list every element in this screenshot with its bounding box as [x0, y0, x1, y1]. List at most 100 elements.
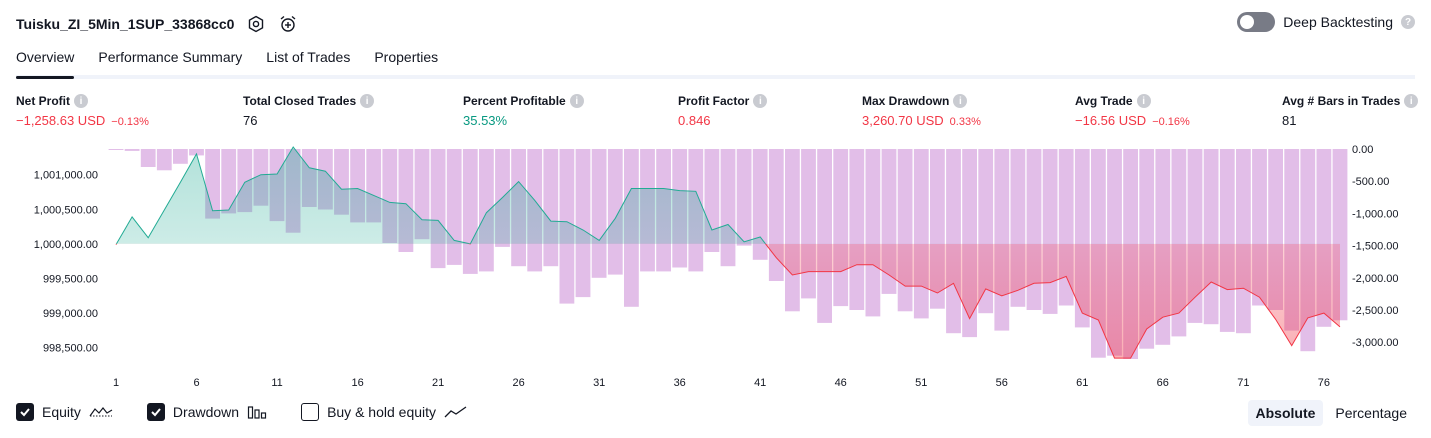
drawdown-bar	[865, 149, 881, 317]
buy-hold-checkbox[interactable]	[301, 403, 320, 421]
metric-value: 35.53%	[463, 113, 508, 128]
drawdown-bar	[543, 149, 559, 267]
metric-value: 81	[1282, 113, 1297, 128]
info-icon[interactable]: i	[1404, 94, 1419, 108]
x-axis-tick-label: 61	[1076, 377, 1088, 389]
tab-properties[interactable]: Properties	[374, 49, 439, 65]
x-axis-tick-label: 56	[996, 377, 1008, 389]
metric-avg-bars-in-trades: Avg # Bars in Trades i 81	[1282, 93, 1419, 128]
tab-overview[interactable]: Overview	[16, 44, 75, 79]
equity-area-loss	[116, 243, 1340, 359]
x-axis-tick-label: 26	[512, 377, 524, 389]
x-axis-tick-label: 31	[593, 377, 605, 389]
equity-series	[115, 146, 1341, 359]
metric-percent-profitable: Percent Profitable i 35.53%	[463, 93, 584, 128]
info-icon[interactable]: i	[74, 94, 88, 108]
drawdown-bar	[430, 149, 446, 269]
metric-percent: 0.33%	[949, 116, 981, 128]
drawdown-bar	[462, 149, 478, 274]
equity-drawdown-chart[interactable]: 998,500.00 999,000.00 999,500.00 1,000,000.…	[0, 140, 1431, 395]
x-axis-tick-label: 36	[674, 377, 686, 389]
x-axis-tick-label: 76	[1318, 377, 1330, 389]
legend-equity-label: Equity	[42, 404, 81, 420]
drawdown-bar	[173, 149, 188, 164]
drawdown-bar	[752, 149, 768, 260]
drawdown-checkbox[interactable]	[146, 403, 165, 421]
x-axis-tick-label: 66	[1157, 377, 1169, 389]
strategy-header: Tuisku_ZI_5Min_1SUP_33868cc0	[16, 12, 298, 36]
metric-avg-trade: Avg Trade i −16.56 USD −0.16%	[1075, 93, 1190, 128]
metric-label: Max Drawdown	[862, 94, 950, 108]
metric-value: −16.56 USD	[1075, 113, 1147, 128]
add-alert-icon[interactable]	[278, 14, 298, 34]
legend-buy-hold-equity[interactable]: Buy & hold equity	[301, 403, 468, 421]
drawdown-bar	[189, 149, 204, 156]
drawdown-bar	[575, 149, 591, 298]
tab-list-of-trades[interactable]: List of Trades	[266, 49, 351, 65]
metric-label: Profit Factor	[678, 94, 750, 108]
drawdown-bar	[720, 149, 736, 267]
drawdown-bar	[833, 149, 849, 307]
left-axis-tick-label: 1,000,000.00	[34, 239, 98, 251]
left-axis: 998,500.00 999,000.00 999,500.00 1,000,000.…	[34, 170, 98, 355]
settings-icon[interactable]	[246, 14, 266, 34]
metric-label: Net Profit	[16, 94, 70, 108]
equity-checkbox[interactable]	[16, 403, 34, 421]
metric-percent: −0.13%	[111, 116, 149, 128]
drawdown-bar	[1236, 149, 1251, 334]
info-icon[interactable]: i	[360, 94, 375, 108]
drawdown-bar	[1042, 149, 1058, 314]
equity-line-icon	[89, 407, 113, 417]
drawdown-bar	[140, 149, 156, 167]
right-axis-tick-label: -3,000.00	[1352, 337, 1398, 349]
drawdown-bar	[156, 149, 172, 171]
metric-label: Total Closed Trades	[243, 94, 357, 108]
equity-line-loss	[115, 243, 1341, 359]
help-icon[interactable]: ?	[1401, 15, 1415, 29]
drawdown-bar	[817, 149, 832, 323]
drawdown-bar	[849, 149, 865, 310]
x-axis-tick-label: 51	[915, 377, 927, 389]
info-icon[interactable]: i	[753, 94, 768, 108]
right-axis-tick-label: -500.00	[1352, 176, 1389, 188]
absolute-button[interactable]: Absolute	[1247, 400, 1324, 426]
info-icon[interactable]: i	[953, 94, 968, 108]
drawdown-bar	[801, 149, 816, 299]
display-mode-switch: Absolute Percentage	[1247, 400, 1416, 426]
buy-hold-line-icon	[444, 406, 467, 418]
metric-max-drawdown: Max Drawdown i 3,260.70 USD 0.33%	[862, 93, 981, 128]
strategy-name: Tuisku_ZI_5Min_1SUP_33868cc0	[16, 16, 235, 32]
x-axis-tick-label: 21	[432, 377, 444, 389]
percentage-button[interactable]: Percentage	[1335, 405, 1407, 421]
metric-label: Avg # Bars in Trades	[1282, 94, 1401, 108]
right-axis-tick-label: -2,500.00	[1352, 305, 1398, 317]
metric-net-profit: Net Profit i −1,258.63 USD −0.13%	[16, 93, 149, 128]
x-axis-tick-label: 11	[271, 377, 282, 389]
x-axis: 1 6 11 16 21 26 31 36 41 46 51 56 61 66 71 76	[113, 377, 1330, 389]
info-icon[interactable]: i	[569, 94, 584, 108]
tab-performance-summary[interactable]: Performance Summary	[98, 49, 243, 65]
legend-equity[interactable]: Equity	[16, 403, 113, 421]
drawdown-bar	[591, 149, 607, 278]
drawdown-bar	[946, 149, 961, 334]
right-axis-tick-label: -1,500.00	[1352, 241, 1398, 253]
deep-backtesting: Deep Backtesting ?	[1237, 12, 1415, 32]
legend-drawdown[interactable]: Drawdown	[146, 403, 267, 421]
right-axis-tick-label: -1,000.00	[1352, 208, 1398, 220]
info-icon[interactable]: i	[1136, 94, 1151, 108]
deep-backtesting-toggle[interactable]	[1237, 12, 1276, 32]
metric-profit-factor: Profit Factor i 0.846	[678, 93, 768, 128]
equity-line-profit	[115, 146, 767, 244]
chart-legend: Equity Drawdown Buy & hold equity	[16, 403, 502, 421]
x-axis-tick-label: 41	[754, 377, 766, 389]
metric-value: −1,258.63 USD	[16, 113, 106, 128]
drawdown-bar	[108, 149, 124, 150]
drawdown-bar	[446, 149, 462, 265]
x-axis-tick-label: 1	[113, 377, 119, 389]
legend-drawdown-label: Drawdown	[172, 404, 240, 420]
metric-label: Percent Profitable	[463, 94, 566, 108]
metric-value: 3,260.70 USD	[862, 113, 944, 128]
x-axis-tick-label: 16	[351, 377, 363, 389]
x-axis-tick-label: 71	[1237, 377, 1249, 389]
x-axis-tick-label: 46	[835, 377, 847, 389]
